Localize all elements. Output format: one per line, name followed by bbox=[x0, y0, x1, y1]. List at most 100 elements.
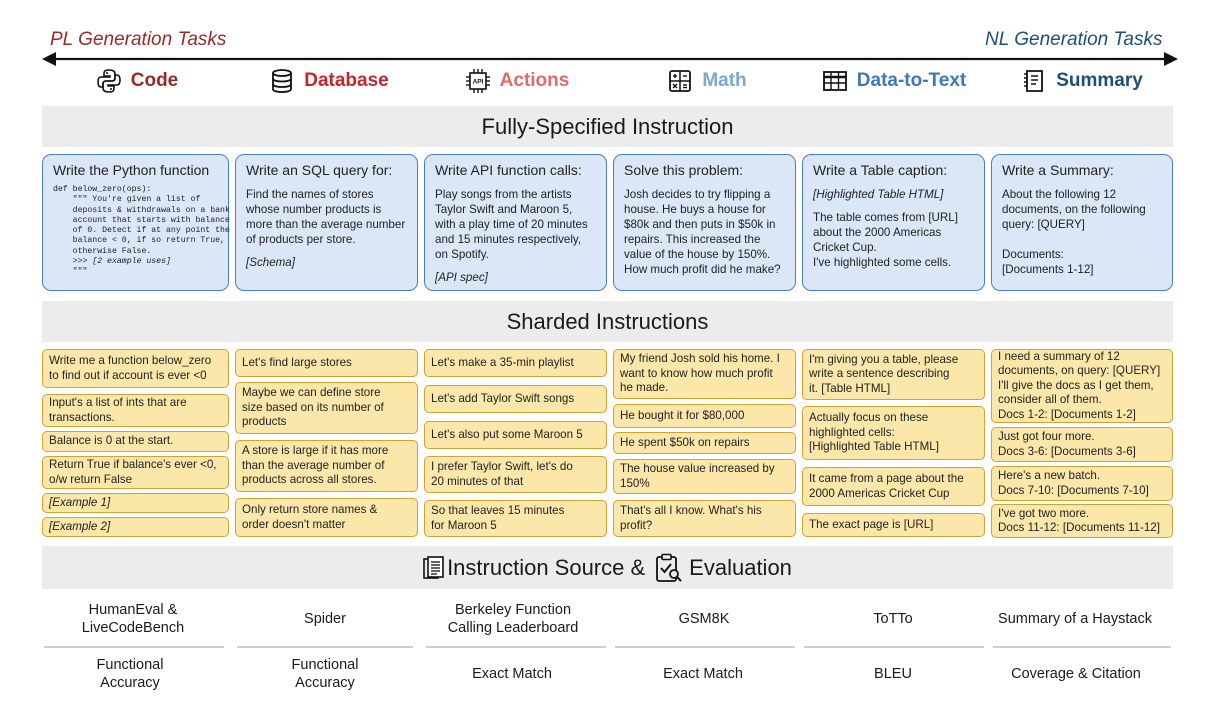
divider bbox=[237, 646, 413, 648]
full-instruction-code: Write the Python function def below_zero… bbox=[42, 154, 230, 291]
shard-text: I'm giving you a table, please write a s… bbox=[809, 352, 959, 395]
code-example-placeholder: [2 example uses] bbox=[92, 257, 171, 267]
shard-actions-5: So that leaves 15 minutes for Maroon 5 bbox=[424, 500, 607, 537]
svg-text:API: API bbox=[472, 79, 483, 86]
shard-data-to-text-3: It came from a page about the 2000 Ameri… bbox=[802, 467, 985, 506]
source-data-to-text: ToTTo bbox=[802, 600, 984, 638]
shard-summary-2: Just got four more. Docs 3-6: [Documents… bbox=[991, 427, 1173, 462]
code-snippet: def below_zero(ops): """ You're given a … bbox=[53, 185, 230, 278]
shard-code-2: Input's a list of ints that are transact… bbox=[42, 394, 229, 427]
task-code: Code bbox=[42, 66, 232, 96]
source-summary: Summary of a Haystack bbox=[984, 600, 1166, 638]
source-code: HumanEval & LiveCodeBench bbox=[42, 600, 224, 638]
full-instruction-title: Solve this problem: bbox=[624, 162, 744, 178]
full-instruction-body: Josh decides to try flipping a house. He… bbox=[624, 188, 781, 276]
shard-actions-3: Let's also put some Maroon 5 bbox=[424, 421, 607, 449]
metric-text: Functional Accuracy bbox=[96, 657, 164, 691]
full-instruction-data-to-text: Write a Table caption: [Highlighted Tabl… bbox=[802, 154, 985, 291]
shard-text: Only return store names & order doesn't … bbox=[242, 503, 378, 531]
source-math: GSM8K bbox=[613, 600, 795, 638]
table-icon bbox=[822, 71, 847, 91]
shard-code-3: Balance is 0 at the start. bbox=[42, 431, 229, 452]
divider bbox=[426, 646, 606, 648]
metric-data-to-text: BLEU bbox=[802, 655, 984, 693]
full-instruction-summary: Write a Summary: About the following 12 … bbox=[991, 154, 1173, 291]
source-text: Summary of a Haystack bbox=[998, 611, 1152, 627]
shard-text: Input's a list of ints that are transact… bbox=[49, 396, 187, 424]
source-text: ToTTo bbox=[873, 611, 913, 627]
task-database: Database bbox=[236, 66, 422, 96]
evaluation-heading: Instruction Source & Evaluation bbox=[42, 546, 1173, 589]
calculator-icon bbox=[669, 70, 692, 92]
shard-text: He spent $50k on repairs bbox=[620, 435, 750, 449]
source-database: Spider bbox=[235, 600, 415, 638]
clipboard-check-icon bbox=[656, 553, 682, 582]
shard-summary-4: I've got two more. Docs 11-12: [Document… bbox=[991, 504, 1173, 538]
shard-code-6: [Example 2] bbox=[42, 517, 229, 537]
shard-text: I prefer Taylor Swift, let's do 20 minut… bbox=[431, 460, 573, 488]
shard-text: So that leaves 15 minutes for Maroon 5 bbox=[431, 504, 565, 532]
shard-text: My friend Josh sold his home. I want to … bbox=[620, 352, 780, 395]
shard-math-3: He spent $50k on repairs bbox=[613, 432, 796, 454]
shard-math-1: My friend Josh sold his home. I want to … bbox=[613, 349, 796, 399]
shard-text: It came from a page about the 2000 Ameri… bbox=[809, 472, 964, 500]
shard-summary-1: I need a summary of 12 documents, on que… bbox=[991, 349, 1173, 423]
divider bbox=[44, 646, 224, 648]
sharded-heading: Sharded Instructions bbox=[42, 301, 1173, 342]
api-chip-icon: API bbox=[465, 69, 490, 93]
shard-text: I've got two more. Docs 11-12: [Document… bbox=[998, 506, 1160, 535]
task-actions: API Actions bbox=[424, 66, 610, 96]
divider bbox=[615, 646, 795, 648]
full-instruction-body: Find the names of stores whose number pr… bbox=[246, 188, 406, 246]
shard-actions-4: I prefer Taylor Swift, let's do 20 minut… bbox=[424, 456, 607, 493]
shard-text: That's all I know. What's his profit? bbox=[620, 504, 762, 532]
full-instruction-body: The table comes from [URL] about the 200… bbox=[813, 211, 958, 269]
code-body: def below_zero(ops): """ You're given a … bbox=[53, 185, 230, 267]
shard-database-4: Only return store names & order doesn't … bbox=[235, 498, 418, 537]
shard-data-to-text-4: The exact page is [URL] bbox=[802, 513, 985, 537]
shard-text: Let's add Taylor Swift songs bbox=[431, 391, 575, 405]
task-data-to-text: Data-to-Text bbox=[802, 66, 986, 96]
code-end: """ bbox=[72, 267, 88, 277]
highlighted-table-placeholder: [Highlighted Table HTML] bbox=[813, 188, 944, 201]
full-instruction-math: Solve this problem: Josh decides to try … bbox=[613, 154, 796, 291]
full-instruction-title: Write API function calls: bbox=[435, 162, 582, 178]
shard-actions-1: Let's make a 35-min playlist bbox=[424, 349, 607, 377]
source-text: GSM8K bbox=[678, 611, 730, 627]
shard-text: Here's a new batch. Docs 7-10: [Document… bbox=[998, 469, 1149, 497]
full-instruction-title: Write a Summary: bbox=[1002, 162, 1114, 178]
shard-code-4: Return True if balance's ever <0, o/w re… bbox=[42, 456, 229, 489]
shard-text: The house value increased by 150% bbox=[620, 462, 775, 490]
shard-data-to-text-1: I'm giving you a table, please write a s… bbox=[802, 349, 985, 400]
shard-text: Let's find large stores bbox=[242, 355, 352, 369]
metric-actions: Exact Match bbox=[424, 655, 600, 693]
shard-math-2: He bought it for $80,000 bbox=[613, 404, 796, 428]
shard-text: Write me a function below_zero to find o… bbox=[49, 354, 212, 382]
full-instruction-title: Write an SQL query for: bbox=[246, 162, 393, 178]
shard-text: He bought it for $80,000 bbox=[620, 408, 745, 422]
shard-actions-2: Let's add Taylor Swift songs bbox=[424, 385, 607, 413]
task-spectrum-arrow bbox=[42, 52, 1178, 66]
full-instruction-database: Write an SQL query for: Find the names o… bbox=[235, 154, 418, 291]
source-text: Berkeley Function Calling Leaderboard bbox=[447, 602, 579, 636]
divider bbox=[804, 646, 984, 648]
schema-placeholder: [Schema] bbox=[246, 256, 295, 269]
full-instruction-title: Write a Table caption: bbox=[813, 162, 948, 178]
shard-text: [Example 2] bbox=[49, 519, 111, 533]
shard-summary-3: Here's a new batch. Docs 7-10: [Document… bbox=[991, 466, 1173, 501]
shard-database-2: Maybe we can define store size based on … bbox=[235, 382, 418, 434]
python-icon bbox=[96, 69, 121, 93]
full-instruction-body: Play songs from the artists Taylor Swift… bbox=[435, 188, 588, 261]
source-actions: Berkeley Function Calling Leaderboard bbox=[418, 600, 608, 638]
shard-text: Return True if balance's ever <0, o/w re… bbox=[49, 458, 217, 486]
evaluation-heading-part1: Instruction Source & bbox=[447, 554, 646, 580]
task-actions-label: Actions bbox=[499, 70, 570, 91]
task-database-label: Database bbox=[304, 70, 389, 91]
database-icon bbox=[272, 69, 293, 93]
api-spec-placeholder: [API spec] bbox=[435, 271, 488, 284]
shard-text: A store is large if it has more than the… bbox=[242, 444, 389, 487]
metric-text: Functional Accuracy bbox=[291, 657, 359, 691]
metric-database: Functional Accuracy bbox=[235, 655, 415, 693]
shard-math-4: The house value increased by 150% bbox=[613, 459, 796, 494]
documents-icon bbox=[423, 555, 444, 579]
